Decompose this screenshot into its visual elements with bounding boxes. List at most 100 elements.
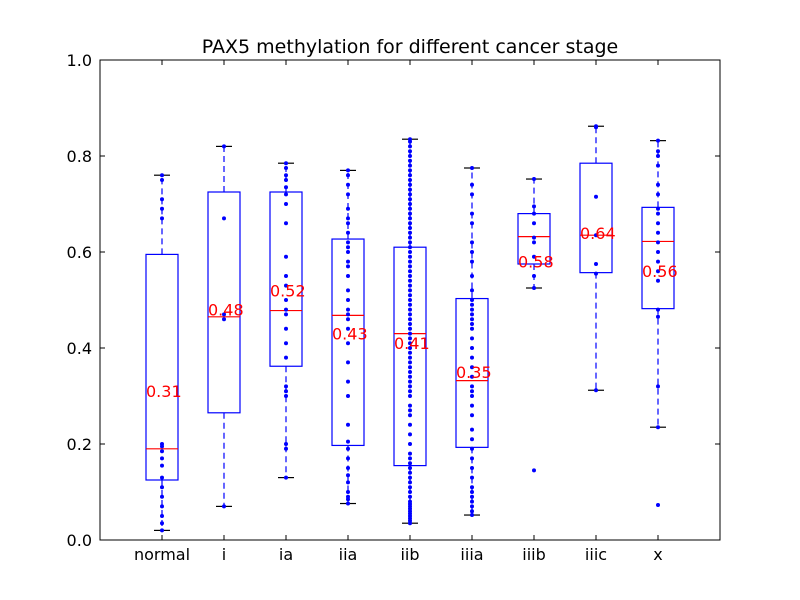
data-point xyxy=(160,178,164,182)
data-point xyxy=(408,326,412,331)
data-point xyxy=(408,346,412,350)
data-point xyxy=(408,250,412,254)
data-point xyxy=(470,317,474,322)
data-point xyxy=(470,485,474,490)
data-point xyxy=(160,521,164,526)
data-point xyxy=(470,437,474,442)
data-point xyxy=(346,501,350,506)
data-point xyxy=(470,240,474,245)
data-point xyxy=(408,302,412,307)
data-point xyxy=(346,341,350,346)
data-point xyxy=(470,312,474,317)
data-point xyxy=(284,178,288,182)
data-point xyxy=(408,408,412,413)
data-point xyxy=(160,475,164,480)
data-point xyxy=(408,230,412,235)
data-point xyxy=(408,274,412,278)
x-tick-label: ia xyxy=(279,545,293,564)
data-point xyxy=(222,312,226,317)
data-point xyxy=(284,326,288,331)
data-point xyxy=(470,504,474,509)
data-point xyxy=(408,216,412,221)
data-point xyxy=(408,202,412,206)
data-point xyxy=(408,341,412,346)
x-tick-label: iiia xyxy=(460,545,483,564)
data-point xyxy=(284,274,288,278)
data-point xyxy=(470,403,474,408)
data-point xyxy=(160,449,164,454)
data-point xyxy=(656,138,660,143)
data-point xyxy=(656,240,660,245)
data-point xyxy=(532,211,536,216)
data-point xyxy=(408,269,412,274)
box-ia: 0.52 xyxy=(269,161,306,480)
data-point xyxy=(408,278,412,283)
data-point xyxy=(470,336,474,341)
data-point xyxy=(408,413,412,418)
data-point xyxy=(284,475,288,480)
data-point xyxy=(346,240,350,245)
data-point xyxy=(408,312,412,317)
data-point xyxy=(284,446,288,451)
data-point xyxy=(470,384,474,389)
data-point xyxy=(408,149,412,154)
data-point xyxy=(408,384,412,389)
data-point xyxy=(346,312,350,317)
data-point xyxy=(408,336,412,341)
y-tick-label: 1.0 xyxy=(67,51,92,70)
data-point xyxy=(470,221,474,226)
data-point xyxy=(470,298,474,302)
data-point xyxy=(408,206,412,211)
data-point xyxy=(408,178,412,182)
data-point xyxy=(470,250,474,254)
data-point xyxy=(346,307,350,312)
data-point xyxy=(160,485,164,490)
data-point xyxy=(408,254,412,259)
data-point xyxy=(470,302,474,307)
mean-label: 0.48 xyxy=(208,301,244,320)
y-tick-label: 0.2 xyxy=(67,435,92,454)
data-point xyxy=(408,235,412,240)
data-point xyxy=(408,182,412,187)
data-point xyxy=(346,379,350,384)
data-point xyxy=(408,331,412,336)
data-point xyxy=(594,194,598,199)
x-tick-label: x xyxy=(653,545,662,564)
box-iiib: 0.58 xyxy=(517,177,554,473)
data-point xyxy=(656,425,660,430)
data-point xyxy=(222,317,226,322)
data-point xyxy=(656,182,660,187)
data-point xyxy=(160,173,164,178)
data-point xyxy=(284,254,288,259)
data-point xyxy=(284,173,288,178)
data-point xyxy=(470,494,474,499)
data-point xyxy=(408,370,412,374)
data-point xyxy=(160,514,164,518)
data-point xyxy=(408,173,412,178)
data-point xyxy=(160,206,164,211)
data-point xyxy=(346,466,350,470)
data-point xyxy=(222,504,226,509)
data-point xyxy=(656,154,660,158)
data-point xyxy=(222,144,226,149)
x-tick-label: normal xyxy=(134,545,190,564)
data-point xyxy=(284,202,288,206)
data-point xyxy=(594,388,598,393)
data-point xyxy=(346,216,350,221)
data-point xyxy=(284,341,288,346)
data-point xyxy=(160,216,164,221)
box-i: 0.48 xyxy=(207,144,244,509)
data-point xyxy=(408,365,412,370)
data-point xyxy=(160,494,164,499)
data-point xyxy=(408,470,412,475)
data-point xyxy=(408,264,412,269)
data-point xyxy=(532,204,536,209)
box-normal: 0.31 xyxy=(145,173,182,533)
data-point xyxy=(470,182,474,187)
data-point xyxy=(408,374,412,379)
x-tick-label: iiic xyxy=(585,545,607,564)
chart-title: PAX5 methylation for different cancer st… xyxy=(202,36,618,58)
data-point xyxy=(470,326,474,331)
